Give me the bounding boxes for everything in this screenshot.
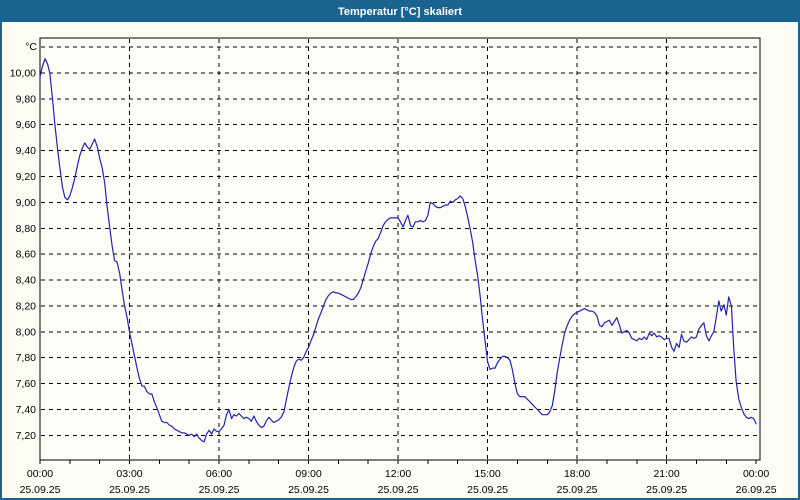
y-tick-label: 8,60 — [16, 249, 37, 261]
window-title: Temperatur [°C] skaliert — [337, 6, 462, 18]
x-tick-time-label: 00:00 — [743, 468, 769, 480]
x-tick-date-label: 25.09.25 — [557, 484, 598, 496]
y-tick-label: 7,80 — [16, 352, 37, 364]
y-tick-label: 8,20 — [16, 300, 37, 312]
y-tick-label: 8,00 — [16, 326, 37, 338]
x-tick-time-label: 15:00 — [474, 468, 500, 480]
plot-frame — [39, 37, 761, 461]
y-tick-label: 7,20 — [16, 430, 37, 442]
y-tick-label: 7,40 — [16, 404, 37, 416]
x-tick-time-label: 21:00 — [653, 468, 679, 480]
x-tick-time-label: 03:00 — [116, 468, 142, 480]
y-tick-label: 9,00 — [16, 197, 37, 209]
y-tick-label: 9,60 — [16, 119, 37, 131]
y-tick-label: 8,80 — [16, 223, 37, 235]
x-tick-date-label: 25.09.25 — [199, 484, 240, 496]
x-tick-date-label: 25.09.25 — [20, 484, 61, 496]
x-tick-time-label: 06:00 — [206, 468, 232, 480]
x-tick-date-label: 25.09.25 — [109, 484, 150, 496]
y-tick-label: 9,20 — [16, 171, 37, 183]
x-tick-time-label: 18:00 — [564, 468, 590, 480]
y-tick-label: 9,80 — [16, 93, 37, 105]
x-tick-time-label: 00:00 — [27, 468, 53, 480]
y-tick-label: 7,60 — [16, 378, 37, 390]
y-unit-label: °C — [25, 41, 37, 53]
x-tick-date-label: 25.09.25 — [378, 484, 419, 496]
x-tick-date-label: 25.09.25 — [646, 484, 687, 496]
x-tick-time-label: 09:00 — [295, 468, 321, 480]
y-tick-label: 10,00 — [10, 67, 36, 79]
x-tick-date-label: 25.09.25 — [288, 484, 329, 496]
y-tick-label: 9,40 — [16, 145, 37, 157]
window-titlebar[interactable]: Temperatur [°C] skaliert — [2, 2, 798, 22]
x-tick-date-label: 25.09.25 — [467, 484, 508, 496]
temperature-line — [39, 58, 757, 443]
y-tick-label: 8,40 — [16, 275, 37, 287]
x-tick-time-label: 12:00 — [385, 468, 411, 480]
x-tick-date-label: 26.09.25 — [736, 484, 777, 496]
